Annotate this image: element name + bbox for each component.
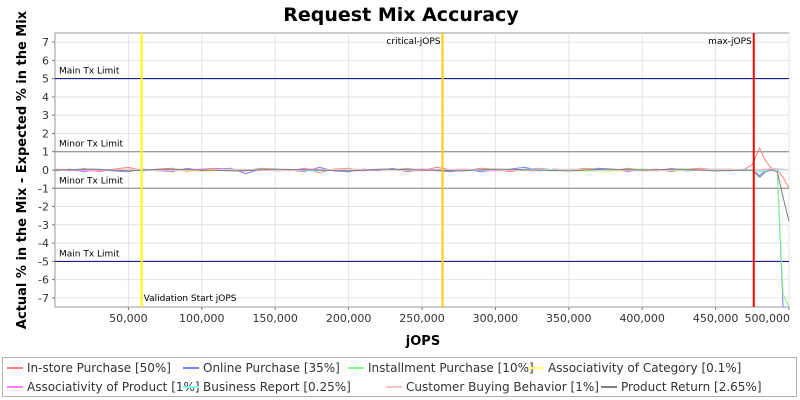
- legend-item: Business Report [0.25%]: [183, 378, 351, 396]
- legend-swatch: [183, 386, 199, 388]
- legend-label: Associativity of Product [1%]: [27, 380, 200, 394]
- legend-swatch: [348, 367, 364, 369]
- y-axis-ticks: -7 -6 -5 -4 -3 -2 -1 0 1 2 3 4 5 6 7: [38, 36, 55, 305]
- x-tick-label-2: 150,000: [252, 312, 298, 325]
- y-tick-label-8: 1: [42, 146, 49, 159]
- y-tick-label-3: -4: [38, 237, 49, 250]
- legend: In-store Purchase [50%] Online Purchase […: [2, 357, 797, 397]
- legend-item: Customer Buying Behavior [1%]: [386, 378, 599, 396]
- legend-label: Product Return [2.65%]: [621, 380, 762, 394]
- legend-label: Online Purchase [35%]: [203, 361, 340, 375]
- legend-swatch: [7, 386, 23, 388]
- y-tick-label-0: -7: [38, 292, 49, 305]
- y-tick-label-11: 4: [42, 91, 49, 104]
- limit-line-label-1: Minor Tx Limit: [59, 140, 124, 150]
- y-tick-label-7: 0: [42, 164, 49, 177]
- legend-item: Product Return [2.65%]: [601, 378, 762, 396]
- x-tick-label-0: 50,000: [109, 312, 148, 325]
- marker-label-2: max-jOPS: [708, 37, 752, 47]
- x-axis-ticks: 50,000 100,000 150,000 200,000 250,000 300,00…: [109, 307, 790, 325]
- x-tick-label-6: 350,000: [546, 312, 592, 325]
- x-tick-label-8: 450,000: [693, 312, 739, 325]
- y-axis-label: Actual % in the Mix - Expected % in the …: [15, 10, 30, 329]
- legend-swatch: [601, 386, 617, 388]
- legend-item: In-store Purchase [50%]: [7, 359, 171, 377]
- y-tick-label-13: 6: [42, 54, 49, 67]
- legend-label: Business Report [0.25%]: [203, 380, 351, 394]
- vertical-markers: Validation Start jOPS critical-jOPS max-jO…: [140, 33, 755, 307]
- legend-label: Associativity of Category [0.1%]: [548, 361, 742, 375]
- legend-item: Online Purchase [35%]: [183, 359, 340, 377]
- legend-swatch: [386, 386, 402, 388]
- y-tick-label-4: -3: [38, 219, 49, 232]
- legend-swatch: [183, 367, 199, 369]
- x-tick-label-3: 200,000: [326, 312, 372, 325]
- y-tick-label-10: 3: [42, 109, 49, 122]
- legend-swatch: [528, 367, 544, 369]
- legend-label: Customer Buying Behavior [1%]: [406, 380, 599, 394]
- x-tick-label-7: 400,000: [619, 312, 665, 325]
- y-tick-label-1: -6: [38, 274, 49, 287]
- legend-label: In-store Purchase [50%]: [27, 361, 171, 375]
- x-axis-label: jOPS: [405, 334, 440, 349]
- legend-label: Installment Purchase [10%]: [368, 361, 534, 375]
- marker-label-1: critical-jOPS: [386, 37, 440, 47]
- marker-label-0: Validation Start jOPS: [144, 294, 237, 304]
- limit-line-label-2: Minor Tx Limit: [59, 176, 124, 186]
- y-tick-label-12: 5: [42, 73, 49, 86]
- y-tick-label-9: 2: [42, 127, 49, 140]
- x-tick-label-5: 300,000: [473, 312, 519, 325]
- legend-item: Associativity of Product [1%]: [7, 378, 200, 396]
- y-tick-label-6: -1: [38, 182, 49, 195]
- y-tick-label-2: -5: [38, 255, 49, 268]
- y-tick-label-14: 7: [42, 36, 49, 49]
- chart-title: Request Mix Accuracy: [283, 4, 519, 26]
- series-line-7: [54, 168, 790, 222]
- legend-swatch: [7, 367, 23, 369]
- legend-item: Associativity of Category [0.1%]: [528, 359, 741, 377]
- legend-item: Installment Purchase [10%]: [348, 359, 534, 377]
- x-tick-label-1: 100,000: [179, 312, 225, 325]
- limit-line-label-0: Main Tx Limit: [59, 67, 120, 77]
- x-tick-label-4: 250,000: [399, 312, 445, 325]
- limit-lines: Main Tx Limit Minor Tx Limit Minor Tx Limi…: [55, 67, 789, 262]
- y-tick-label-5: -2: [38, 201, 49, 214]
- limit-line-label-3: Main Tx Limit: [59, 249, 120, 259]
- x-tick-label-9: 500,000: [745, 312, 791, 325]
